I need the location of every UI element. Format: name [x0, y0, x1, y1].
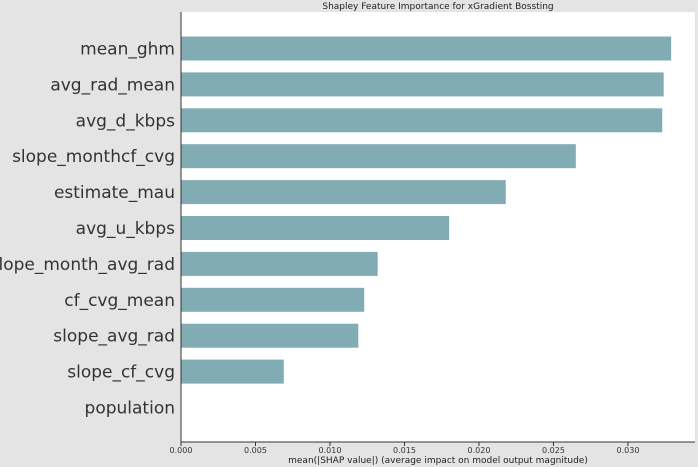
bar-mean_ghm [181, 36, 672, 61]
category-labels: mean_ghm avg_rad_mean avg_d_kbps slope_mont… [0, 40, 175, 419]
x-tick-label: 0.010 [319, 446, 342, 455]
x-tick-label: 0.015 [393, 446, 416, 455]
x-tick-label: 0.025 [542, 446, 565, 455]
bar-estimate_mau [181, 180, 506, 205]
bar-slope_cf_cvg [181, 359, 284, 384]
x-tick-label: 0.000 [170, 446, 193, 455]
x-tick-label: 0.030 [617, 446, 640, 455]
category-label-mean_ghm: mean_ghm [80, 40, 175, 60]
x-tick-label: 0.020 [468, 446, 491, 455]
bars-group [181, 36, 672, 384]
category-label-population: population [85, 399, 175, 419]
x-axis-label: mean(|SHAP value|) (average impact on mo… [288, 456, 588, 466]
chart-title: Shapley Feature Importance for xGradient… [322, 2, 553, 12]
bar-slope_monthcf_cvg [181, 144, 576, 169]
category-label-slope_month_avg_rad: slope_month_avg_rad [0, 255, 175, 275]
category-label-avg_rad_mean: avg_rad_mean [50, 75, 175, 95]
bar-avg_d_kbps [181, 108, 663, 133]
bar-avg_rad_mean [181, 72, 664, 97]
x-tick-label: 0.005 [244, 446, 267, 455]
x-ticks: 0.000 0.005 0.010 0.015 0.020 0.025 0.030 [170, 442, 640, 455]
category-label-slope_avg_rad: slope_avg_rad [53, 327, 175, 347]
category-label-slope_cf_cvg: slope_cf_cvg [67, 363, 175, 383]
category-label-avg_u_kbps: avg_u_kbps [76, 219, 175, 239]
bar-avg_u_kbps [181, 216, 450, 240]
bar-slope_month_avg_rad [181, 251, 378, 276]
category-label-slope_monthcf_cvg: slope_monthcf_cvg [12, 147, 175, 167]
category-label-estimate_mau: estimate_mau [54, 183, 175, 203]
category-label-avg_d_kbps: avg_d_kbps [76, 111, 175, 131]
bar-cf_cvg_mean [181, 287, 365, 312]
bar-slope_avg_rad [181, 323, 359, 348]
category-label-cf_cvg_mean: cf_cvg_mean [64, 291, 175, 311]
